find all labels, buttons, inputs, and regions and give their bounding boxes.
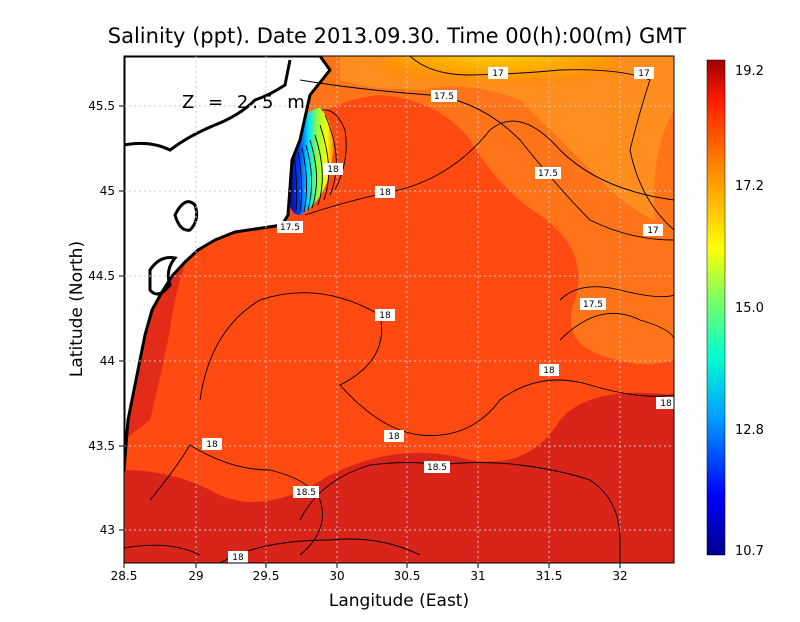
svg-text:17.5: 17.5 (583, 300, 603, 310)
contour-label: 18 (375, 186, 395, 198)
contour-label: 18.5 (424, 461, 450, 473)
contour-label: 17 (488, 67, 508, 79)
svg-text:18.5: 18.5 (296, 488, 316, 498)
svg-text:18: 18 (660, 399, 672, 409)
contour-label: 17.5 (277, 221, 303, 233)
plot-frame (123, 55, 675, 564)
svg-text:18: 18 (543, 366, 555, 376)
contour-label: 17.5 (580, 298, 606, 310)
x-axis: 28.5 29 29.5 30 30.5 31 31.5 32 (111, 563, 628, 583)
contour-label: 18 (375, 309, 395, 321)
svg-text:17: 17 (638, 69, 649, 79)
depth-label: Z = 2.5 m (182, 92, 309, 113)
colorbar: 19.2 17.2 15.0 12.8 10.7 (706, 59, 764, 559)
svg-text:18: 18 (388, 432, 400, 442)
svg-text:17: 17 (492, 69, 503, 79)
colorbar-tick-label: 19.2 (735, 64, 764, 79)
x-axis-title: Langitude (East) (329, 591, 469, 611)
sea-deep-red-south (124, 392, 674, 563)
contour-label: 17.5 (431, 90, 457, 102)
contour-label: 17 (634, 67, 654, 79)
chart-title: Salinity (ppt). Date 2013.09.30. Time 00… (108, 24, 687, 48)
y-tick-label: 44.5 (88, 269, 115, 283)
colorbar-tick-label: 15.0 (735, 301, 764, 316)
x-tick-label: 29 (188, 569, 203, 583)
x-tick-label: 31 (470, 569, 485, 583)
inlet-coast (173, 200, 199, 232)
grid-lines (124, 56, 674, 563)
svg-text:17.5: 17.5 (538, 169, 558, 179)
x-tick-label: 28.5 (111, 569, 138, 583)
y-axis: 45.5 45 44.5 44 43.5 43 (88, 99, 124, 537)
x-tick-label: 31.5 (536, 569, 563, 583)
contour-label: 18 (228, 551, 248, 563)
contour-label: 17.5 (535, 167, 561, 179)
svg-text:17.5: 17.5 (280, 223, 300, 233)
contour-label: 18 (384, 430, 404, 442)
contour-label: 18 (202, 438, 222, 450)
contour-label: 18 (656, 397, 674, 409)
y-tick-label: 43.5 (88, 439, 115, 453)
x-tick-label: 32 (612, 569, 627, 583)
colorbar-tick-label: 10.7 (735, 544, 764, 559)
svg-text:18: 18 (206, 440, 218, 450)
contour-label-group: 17 17 17.5 18 17.5 18 17.5 17 17.5 18 18… (202, 67, 674, 563)
x-tick-label: 30.5 (394, 569, 421, 583)
svg-text:18: 18 (327, 165, 339, 175)
y-axis-title: Latitude (North) (67, 241, 87, 377)
contour-label: 18.5 (293, 486, 319, 498)
y-tick-label: 45.5 (88, 99, 115, 113)
svg-text:17.5: 17.5 (434, 92, 454, 102)
contour-label: 18 (323, 163, 343, 175)
svg-text:18: 18 (379, 311, 391, 321)
colorbar-tick-label: 12.8 (735, 423, 764, 438)
plot-area: 17 17 17.5 18 17.5 18 17.5 17 17.5 18 18… (124, 56, 674, 563)
x-tick-label: 29.5 (253, 569, 280, 583)
colorbar-gradient (706, 59, 726, 556)
contour-lines (124, 56, 674, 563)
svg-text:18: 18 (379, 188, 391, 198)
y-tick-label: 43 (100, 523, 115, 537)
estuary-coast (148, 256, 178, 296)
y-tick-label: 45 (100, 184, 115, 198)
svg-text:18: 18 (232, 553, 244, 563)
contour-label: 17 (643, 224, 663, 236)
contour-label: 18 (539, 364, 559, 376)
y-tick-label: 44 (100, 354, 115, 368)
colorbar-tick-label: 17.2 (735, 179, 764, 194)
svg-text:17: 17 (647, 226, 658, 236)
x-tick-label: 30 (329, 569, 344, 583)
land-mass (124, 56, 332, 472)
svg-text:18.5: 18.5 (427, 463, 447, 473)
sea-light-orange-zone (340, 56, 674, 220)
lagoon-coast (124, 59, 292, 152)
